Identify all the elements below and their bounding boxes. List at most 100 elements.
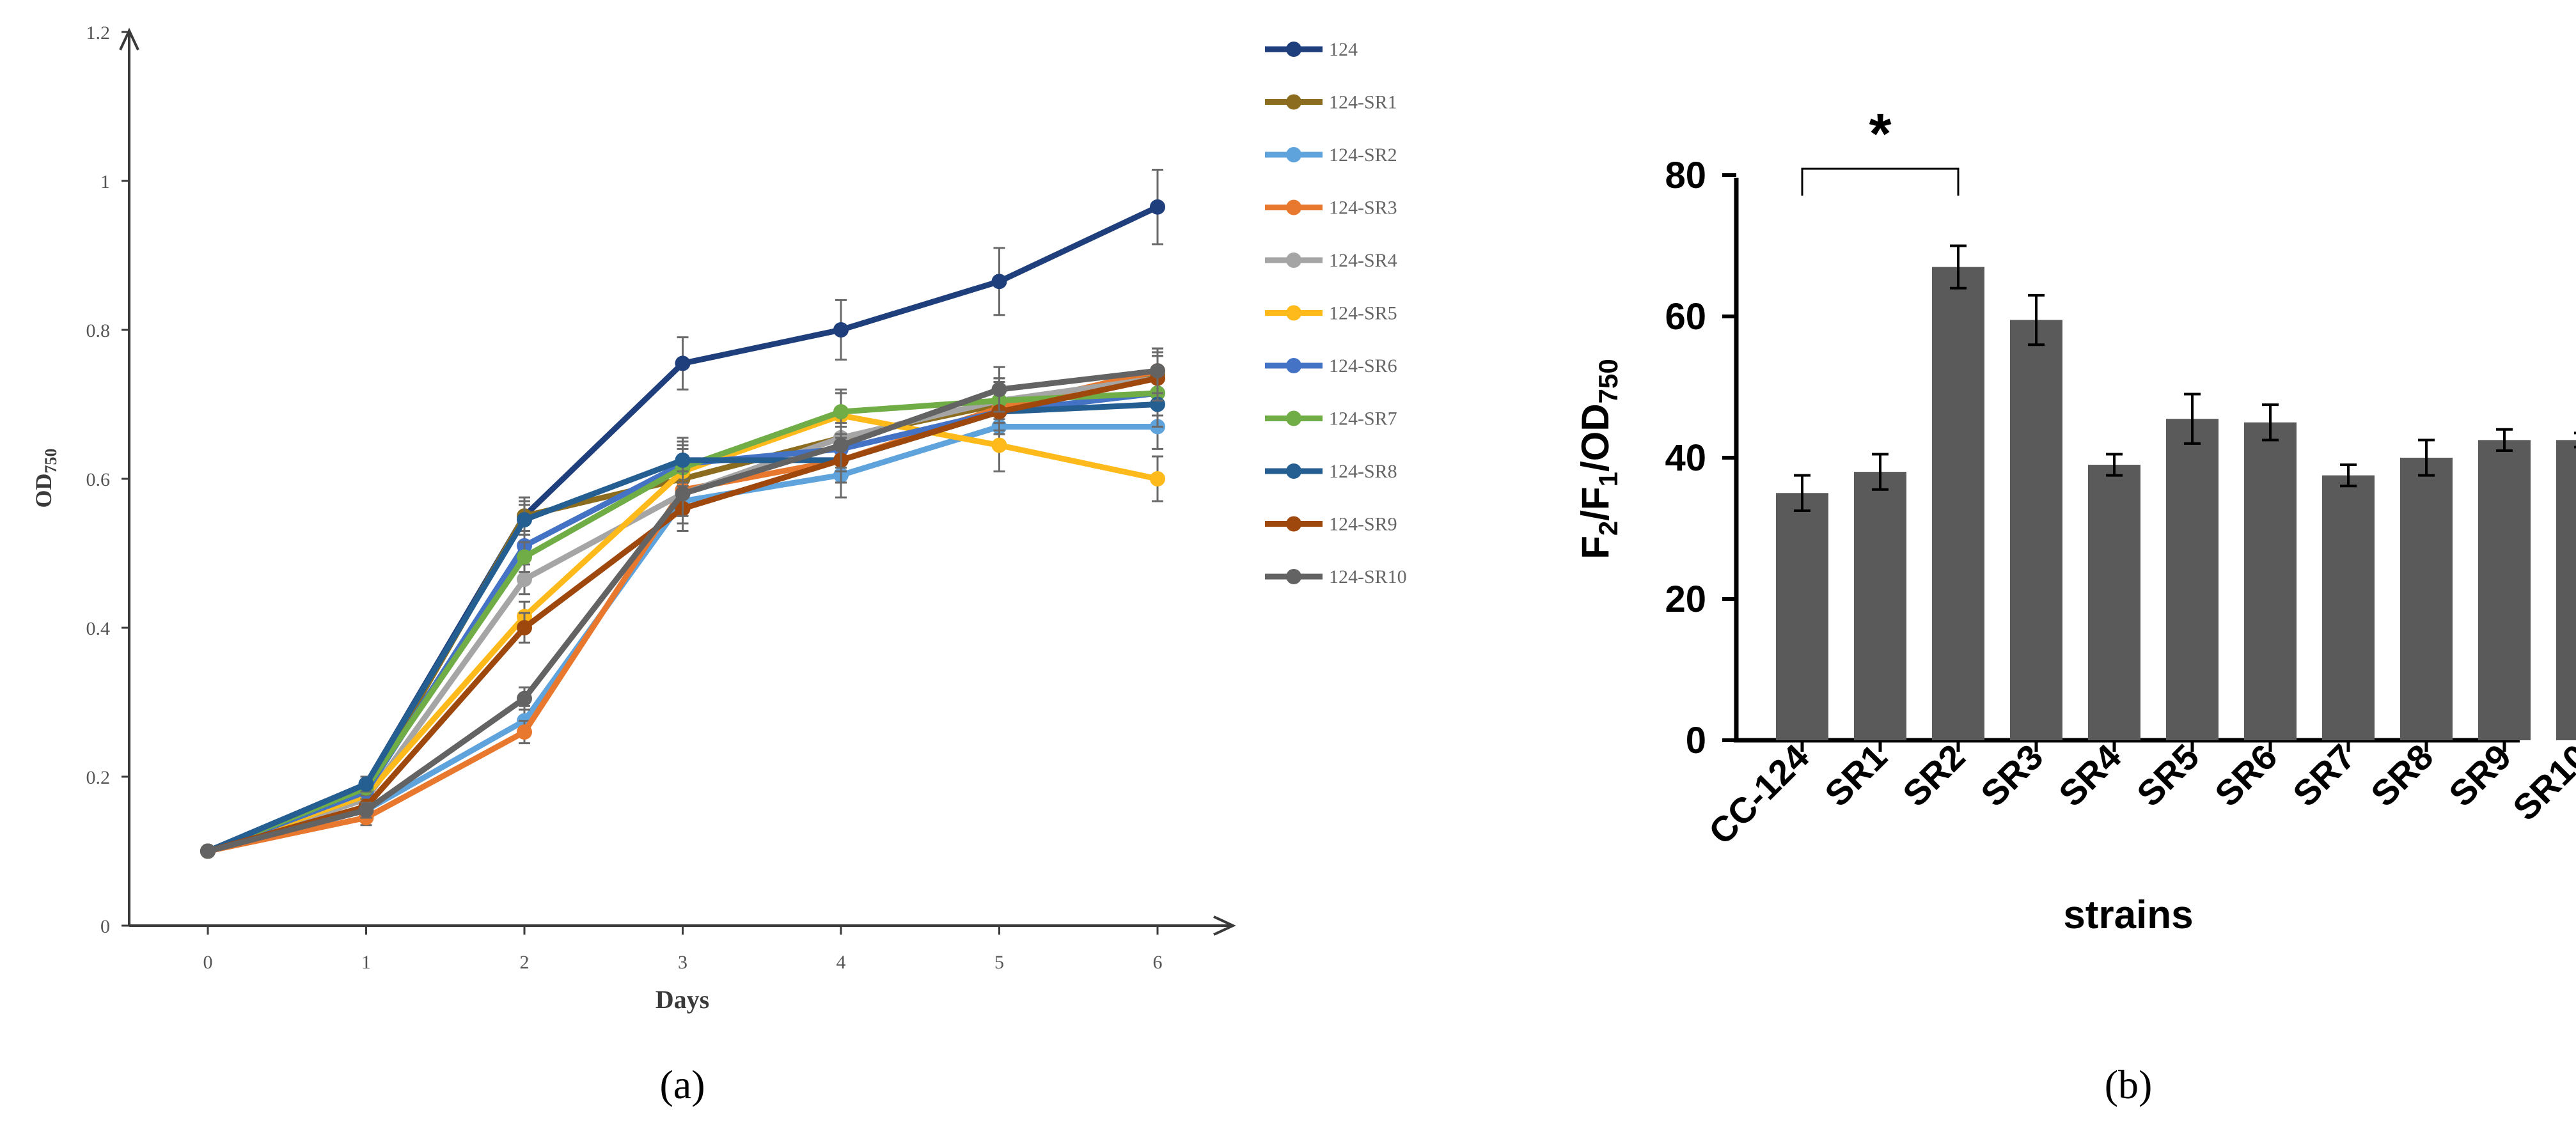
b-bar bbox=[2400, 458, 2453, 740]
b-bar bbox=[2556, 440, 2576, 740]
a-y-tick-label: 0.2 bbox=[86, 767, 111, 788]
a-y-tick-label: 1.2 bbox=[86, 22, 111, 43]
a-series-124-SR4 bbox=[200, 355, 1165, 859]
a-x-tick-label: 4 bbox=[836, 952, 846, 973]
b-y-label-slash1: /F bbox=[1574, 486, 1617, 520]
a-data-point bbox=[358, 802, 374, 818]
a-data-point bbox=[517, 620, 532, 635]
b-bar bbox=[1854, 472, 1906, 740]
a-legend-swatch-marker bbox=[1286, 199, 1301, 215]
b-x-tick-label: SR1 bbox=[1817, 736, 1895, 814]
b-bars-group bbox=[1776, 244, 2576, 740]
a-legend-item: 124-SR10 bbox=[1265, 566, 1407, 587]
b-x-tick-label: SR2 bbox=[1895, 736, 1973, 814]
a-legend-swatch-marker bbox=[1286, 42, 1301, 57]
a-x-tick-label: 3 bbox=[678, 952, 687, 973]
b-bar bbox=[1932, 267, 1984, 740]
a-y-tick-label: 0.8 bbox=[86, 320, 111, 341]
b-bar-SR5 bbox=[2166, 393, 2219, 740]
b-bar bbox=[2478, 440, 2531, 740]
a-data-point bbox=[675, 355, 691, 371]
b-x-axis-label: strains bbox=[2063, 893, 2193, 937]
b-x-tick-label: SR5 bbox=[2129, 736, 2207, 814]
b-bar bbox=[2166, 419, 2219, 740]
a-series-124-SR10 bbox=[200, 347, 1165, 859]
b-significance-bracket: * bbox=[1801, 102, 1959, 196]
a-data-point bbox=[833, 322, 849, 338]
a-data-point bbox=[833, 437, 849, 453]
a-legend-swatch-marker bbox=[1286, 516, 1301, 532]
b-y-label-sub3: 750 bbox=[1593, 359, 1623, 403]
a-legend-item: 124 bbox=[1265, 39, 1358, 60]
b-y-label-f: F bbox=[1574, 536, 1617, 559]
a-legend-label: 124 bbox=[1329, 39, 1358, 60]
a-panel-label: (a) bbox=[659, 1062, 705, 1107]
a-y-ticks: 0 0.2 0.4 0.6 0.8 1 1.2 bbox=[86, 22, 129, 937]
a-legend-item: 124-SR3 bbox=[1265, 198, 1397, 219]
a-data-point bbox=[1150, 199, 1165, 215]
a-legend-swatch-marker bbox=[1286, 358, 1301, 373]
b-significance-star: * bbox=[1869, 102, 1891, 166]
b-bar bbox=[2088, 465, 2140, 740]
a-legend-label: 124-SR9 bbox=[1329, 514, 1397, 535]
a-legend-label: 124-SR4 bbox=[1329, 250, 1397, 271]
a-data-point bbox=[991, 437, 1007, 453]
b-y-tick-label: 80 bbox=[1665, 155, 1706, 196]
b-y-axis-label: F2/F1/OD750 bbox=[1574, 359, 1623, 559]
b-y-tick-label: 60 bbox=[1665, 296, 1706, 338]
b-bar-SR3 bbox=[2010, 293, 2062, 740]
b-bar-SR10 bbox=[2556, 431, 2576, 740]
a-x-ticks: 0 1 2 3 4 5 6 bbox=[203, 926, 1163, 973]
a-legend-swatch-marker bbox=[1286, 305, 1301, 321]
b-y-label-slash2: /OD bbox=[1574, 403, 1617, 472]
b-bar-SR9 bbox=[2478, 428, 2531, 740]
a-legend-item: 124-SR8 bbox=[1265, 461, 1397, 482]
a-data-point bbox=[833, 404, 849, 420]
a-legend-item: 124-SR9 bbox=[1265, 514, 1397, 535]
panel-b-bar-chart: 0 20 40 60 80 CC-124 SR1 SR2 SR3 SR4 SR5 SR6 SR7 SR8… bbox=[1574, 102, 2576, 1107]
a-data-point bbox=[1150, 363, 1165, 379]
b-bar-SR6 bbox=[2244, 403, 2297, 740]
a-data-point bbox=[517, 571, 532, 587]
a-legend-label: 124-SR10 bbox=[1329, 566, 1407, 587]
b-x-tick-label: SR8 bbox=[2363, 736, 2441, 814]
a-data-point bbox=[517, 724, 532, 740]
b-bar-CC-124 bbox=[1776, 474, 1828, 740]
a-series-124-SR8 bbox=[200, 381, 1165, 859]
a-legend-item: 124-SR7 bbox=[1265, 408, 1397, 430]
a-y-axis-label: OD750 bbox=[31, 449, 60, 508]
a-x-axis-arrow bbox=[1213, 915, 1236, 936]
a-legend-item: 124-SR4 bbox=[1265, 250, 1397, 271]
a-y-tick-label: 0 bbox=[100, 916, 110, 937]
a-legend-label: 124-SR7 bbox=[1329, 408, 1397, 430]
a-legend-item: 124-SR1 bbox=[1265, 92, 1397, 113]
b-bar bbox=[2322, 475, 2375, 740]
a-y-tick-label: 0.6 bbox=[86, 469, 111, 490]
b-bar bbox=[1776, 493, 1828, 740]
a-legend-swatch-marker bbox=[1286, 569, 1301, 584]
a-x-axis-label: Days bbox=[656, 985, 709, 1014]
a-legend-label: 124-SR6 bbox=[1329, 355, 1397, 377]
a-data-point bbox=[675, 452, 691, 468]
a-y-label-main: OD bbox=[31, 474, 56, 508]
a-y-tick-label: 1 bbox=[100, 171, 110, 192]
a-legend: 124 124-SR1 124-SR2 124-SR3 124-SR4 124-SR5 12… bbox=[1265, 39, 1407, 587]
a-legend-swatch-marker bbox=[1286, 463, 1301, 479]
b-bar-SR4 bbox=[2088, 453, 2140, 740]
a-x-tick-label: 2 bbox=[520, 952, 530, 973]
b-significance-line bbox=[1801, 167, 1959, 196]
a-y-axis-arrow bbox=[119, 27, 139, 51]
a-legend-item: 124-SR5 bbox=[1265, 303, 1397, 324]
a-x-tick-label: 6 bbox=[1153, 952, 1163, 973]
a-data-point bbox=[200, 843, 216, 859]
b-x-tick-label: SR6 bbox=[2207, 736, 2285, 814]
panel-a-line-chart: 0 0.2 0.4 0.6 0.8 1 1.2 0 1 2 3 4 5 6 Days OD750 124… bbox=[31, 22, 1407, 1107]
a-legend-swatch-marker bbox=[1286, 147, 1301, 162]
b-x-tick-label: SR4 bbox=[2051, 736, 2129, 814]
b-bar-SR8 bbox=[2400, 439, 2453, 740]
a-legend-item: 124-SR2 bbox=[1265, 144, 1397, 166]
a-y-label-sub: 750 bbox=[42, 449, 60, 474]
a-x-tick-label: 1 bbox=[361, 952, 371, 973]
